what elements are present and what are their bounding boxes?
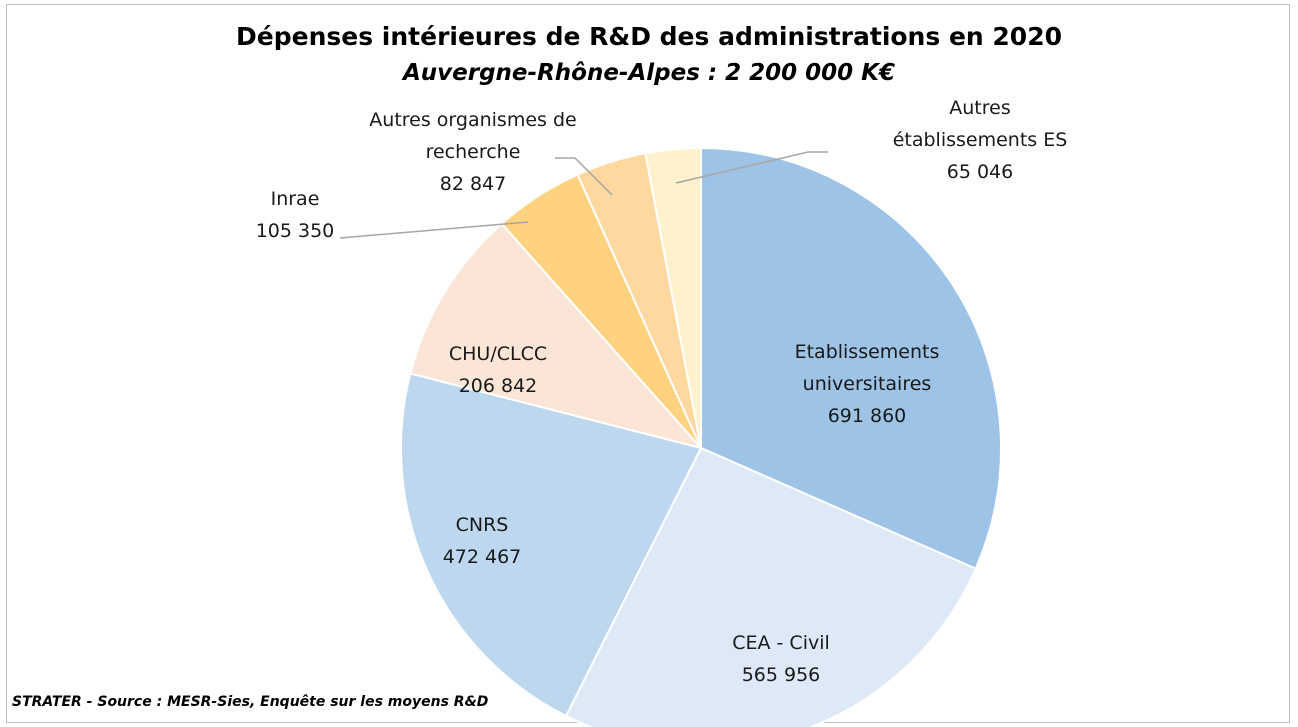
value-label: 691 860 bbox=[827, 405, 907, 427]
leader-line bbox=[675, 151, 828, 184]
pie-slice bbox=[564, 446, 977, 727]
data-label: Autres établissements ES 65 046 bbox=[880, 92, 1080, 188]
leader-line bbox=[339, 221, 529, 239]
chart-subtitle: Auvergne-Rhône-Alpes : 2 200 000 K€ bbox=[402, 60, 896, 86]
category-label: Autres organismes de recherche bbox=[369, 109, 577, 163]
pie-slice bbox=[409, 222, 704, 450]
pie-slice bbox=[644, 146, 702, 449]
data-label: CEA - Civil 565 956 bbox=[681, 627, 881, 691]
category-label: CEA - Civil bbox=[732, 632, 830, 654]
value-label: 472 467 bbox=[442, 546, 522, 568]
value-label: 206 842 bbox=[458, 375, 538, 397]
category-label: Autres établissements ES bbox=[892, 97, 1068, 151]
category-label: Etablissements universitaires bbox=[794, 341, 940, 395]
leader-line bbox=[555, 157, 613, 196]
value-label: 65 046 bbox=[946, 161, 1014, 183]
category-label: Inrae bbox=[270, 188, 320, 210]
category-label: CNRS bbox=[455, 514, 509, 536]
data-label: Etablissements universitaires 691 860 bbox=[757, 336, 977, 432]
data-label: CHU/CLCC 206 842 bbox=[398, 338, 598, 402]
value-label: 565 956 bbox=[741, 664, 821, 686]
value-label: 82 847 bbox=[439, 173, 507, 195]
category-label: CHU/CLCC bbox=[448, 343, 548, 365]
source-note: STRATER - Source : MESR-Sies, Enquête su… bbox=[12, 694, 489, 710]
pie-slice bbox=[400, 372, 703, 718]
value-label: 105 350 bbox=[255, 220, 335, 242]
data-label: Inrae 105 350 bbox=[235, 183, 355, 247]
data-label: Autres organismes de recherche 82 847 bbox=[353, 104, 593, 200]
chart-title: Dépenses intérieures de R&D des administ… bbox=[236, 22, 1062, 51]
data-label: CNRS 472 467 bbox=[382, 509, 582, 573]
